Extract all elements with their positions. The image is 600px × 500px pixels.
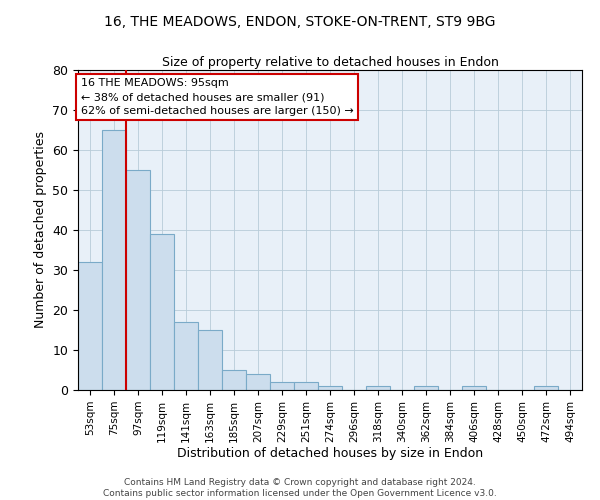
Bar [102,130,126,390]
Bar [174,322,198,390]
Bar [222,370,246,390]
Title: Size of property relative to detached houses in Endon: Size of property relative to detached ho… [161,56,499,69]
Bar [294,382,318,390]
Bar [414,386,438,390]
Text: 16 THE MEADOWS: 95sqm
← 38% of detached houses are smaller (91)
62% of semi-deta: 16 THE MEADOWS: 95sqm ← 38% of detached … [80,78,353,116]
Bar [78,262,102,390]
X-axis label: Distribution of detached houses by size in Endon: Distribution of detached houses by size … [177,448,483,460]
Text: 16, THE MEADOWS, ENDON, STOKE-ON-TRENT, ST9 9BG: 16, THE MEADOWS, ENDON, STOKE-ON-TRENT, … [104,15,496,29]
Bar [126,170,150,390]
Bar [318,386,342,390]
Bar [246,374,270,390]
Text: Contains HM Land Registry data © Crown copyright and database right 2024.
Contai: Contains HM Land Registry data © Crown c… [103,478,497,498]
Bar [534,386,558,390]
Bar [366,386,390,390]
Bar [150,234,174,390]
Bar [270,382,294,390]
Y-axis label: Number of detached properties: Number of detached properties [34,132,47,328]
Bar [198,330,222,390]
Bar [462,386,486,390]
